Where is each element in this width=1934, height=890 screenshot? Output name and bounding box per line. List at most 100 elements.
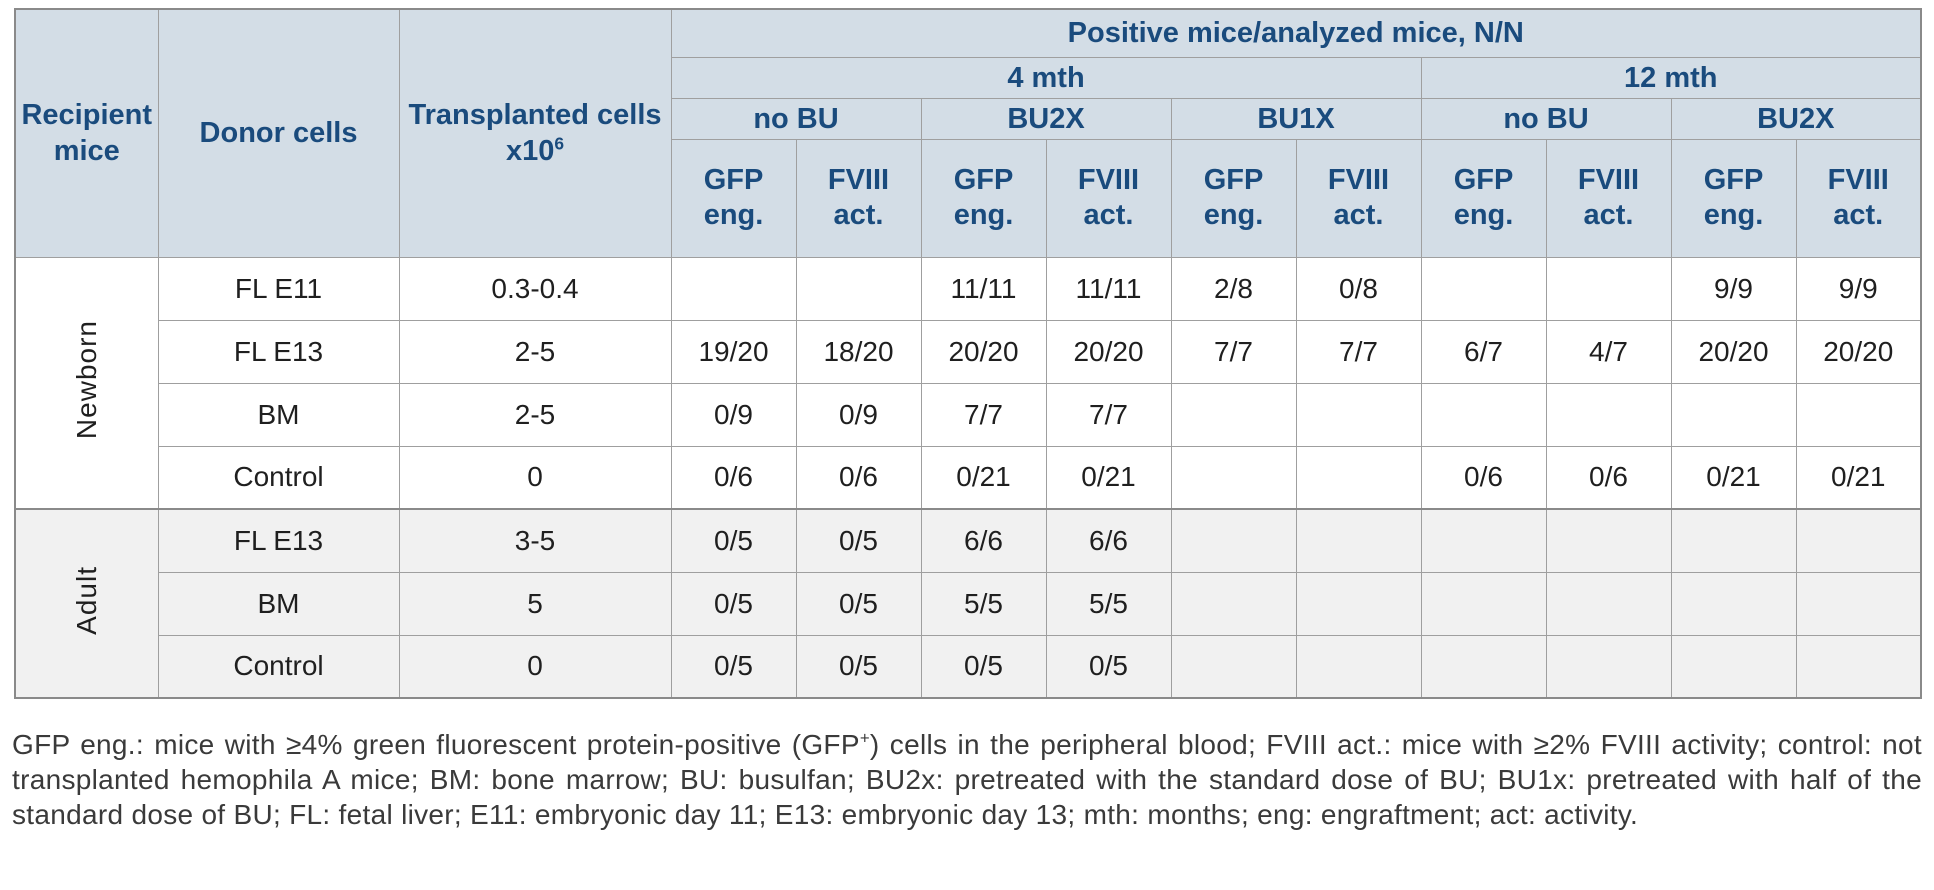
measure-line2: eng.	[1703, 199, 1764, 231]
value-cell: 0/5	[920, 634, 1047, 699]
measure-line1: FVIII	[1827, 164, 1889, 196]
measure-line1: GFP	[953, 164, 1014, 196]
value-cell: 7/7	[920, 382, 1047, 447]
transplanted-cells-cell: 3-5	[398, 508, 672, 573]
col-header-12mth-bu2x: BU2X	[1670, 97, 1922, 140]
col-header-gfp-eng: GFP eng.	[1670, 138, 1797, 258]
value-cell: 20/20	[1670, 319, 1797, 384]
value-cell: 0/6	[1420, 445, 1547, 510]
value-cell: 0/5	[670, 634, 797, 699]
value-cell: 0/5	[1045, 634, 1172, 699]
value-cell	[1670, 571, 1797, 636]
col-header-4mth-bu1x: BU1X	[1170, 97, 1422, 140]
value-cell: 20/20	[1795, 319, 1922, 384]
measure-line1: GFP	[1203, 164, 1264, 196]
col-header-gfp-eng: GFP eng.	[670, 138, 797, 258]
table-row: BM 2-5 0/9 0/9 7/7 7/7	[15, 382, 1922, 447]
value-cell	[1670, 634, 1797, 699]
donor-cell: BM	[157, 382, 400, 447]
donor-cell: FL E13	[157, 508, 400, 573]
transplanted-cells-cell: 0.3-0.4	[398, 256, 672, 321]
col-header-fviii-act: FVIII act.	[795, 138, 922, 258]
donor-cell: FL E11	[157, 256, 400, 321]
col-header-4mth: 4 mth	[670, 56, 1422, 99]
value-cell: 0/21	[1795, 445, 1922, 510]
transplanted-label: Transplanted cells x10	[408, 99, 662, 168]
table-row: Control 0 0/5 0/5 0/5 0/5	[15, 634, 1922, 699]
measure-line1: GFP	[1453, 164, 1514, 196]
donor-cell: Control	[157, 634, 400, 699]
measure-line1: GFP	[1703, 164, 1764, 196]
table-row: FL E13 2-5 19/20 18/20 20/20 20/20 7/7 7/7 6/7 4/…	[15, 319, 1922, 384]
table-row: Adult FL E13 3-5 0/5 0/5 6/6 6/6	[14, 508, 1922, 699]
value-cell	[1545, 382, 1672, 447]
measure-line2: act.	[1083, 199, 1134, 231]
value-cell	[1295, 571, 1422, 636]
section-label: Adult	[70, 565, 102, 635]
measure-line2: act.	[833, 199, 884, 231]
value-cell: 2/8	[1170, 256, 1297, 321]
donor-cell: BM	[157, 571, 400, 636]
value-cell	[1420, 571, 1547, 636]
value-cell: 19/20	[670, 319, 797, 384]
value-cell	[1545, 508, 1672, 573]
col-header-12mth-no-bu: no BU	[1420, 97, 1672, 140]
transplanted-cells-cell: 2-5	[398, 319, 672, 384]
measure-line2: eng.	[953, 199, 1014, 231]
recipient-section-cell: Newborn	[14, 256, 159, 510]
transplanted-cells-cell: 2-5	[398, 382, 672, 447]
section-adult: Adult FL E13 3-5 0/5 0/5 6/6 6/6 BM 5 0/5 0/5 5/5 5/…	[14, 508, 1922, 699]
col-header-fviii-act: FVIII act.	[1545, 138, 1672, 258]
value-cell: 0/6	[1545, 445, 1672, 510]
value-cell: 6/6	[1045, 508, 1172, 573]
value-cell: 0/21	[1670, 445, 1797, 510]
value-cell: 0/5	[795, 571, 922, 636]
col-header-donor-cells: Donor cells	[157, 8, 400, 258]
recipient-section-cell: Adult	[14, 508, 159, 699]
value-cell	[1295, 634, 1422, 699]
table-row: BM 5 0/5 0/5 5/5 5/5	[15, 571, 1922, 636]
value-cell: 11/11	[920, 256, 1047, 321]
value-cell: 0/9	[670, 382, 797, 447]
col-header-fviii-act: FVIII act.	[1045, 138, 1172, 258]
table-header: Recipient mice Donor cells Transplanted …	[14, 8, 1922, 258]
value-cell: 18/20	[795, 319, 922, 384]
value-cell: 9/9	[1795, 256, 1922, 321]
transplanted-cells-cell: 0	[398, 634, 672, 699]
value-cell	[1420, 634, 1547, 699]
value-cell: 0/9	[795, 382, 922, 447]
transplanted-exponent: 6	[554, 133, 565, 154]
value-cell	[1670, 382, 1797, 447]
value-cell	[1795, 508, 1922, 573]
value-cell	[1420, 382, 1547, 447]
value-cell	[670, 256, 797, 321]
col-header-transplanted-cells: Transplanted cells x106	[398, 8, 672, 258]
value-cell: 0/5	[670, 508, 797, 573]
col-header-fviii-act: FVIII act.	[1795, 138, 1922, 258]
footnote-part2: ) cells in the peripheral blood; FVIII a…	[12, 729, 1922, 830]
measure-line2: eng.	[1203, 199, 1264, 231]
value-cell	[1795, 382, 1922, 447]
measure-line1: FVIII	[1077, 164, 1140, 196]
col-header-recipient-mice: Recipient mice	[14, 8, 159, 258]
value-cell: 0/6	[670, 445, 797, 510]
results-table: Recipient mice Donor cells Transplanted …	[14, 8, 1922, 699]
value-cell	[1170, 445, 1297, 510]
value-cell: 6/7	[1420, 319, 1547, 384]
value-cell	[1545, 256, 1672, 321]
value-cell: 5/5	[920, 571, 1047, 636]
value-cell	[1795, 634, 1922, 699]
measure-line1: GFP	[703, 164, 764, 196]
value-cell: 0/5	[795, 508, 922, 573]
value-cell	[1670, 508, 1797, 573]
measure-line1: FVIII	[1327, 164, 1390, 196]
value-cell: 4/7	[1545, 319, 1672, 384]
value-cell	[795, 256, 922, 321]
transplanted-cells-cell: 5	[398, 571, 672, 636]
value-cell	[1795, 571, 1922, 636]
measure-line2: act.	[1833, 199, 1884, 231]
col-header-gfp-eng: GFP eng.	[1170, 138, 1297, 258]
value-cell: 7/7	[1295, 319, 1422, 384]
value-cell	[1170, 571, 1297, 636]
measure-line2: eng.	[1453, 199, 1514, 231]
